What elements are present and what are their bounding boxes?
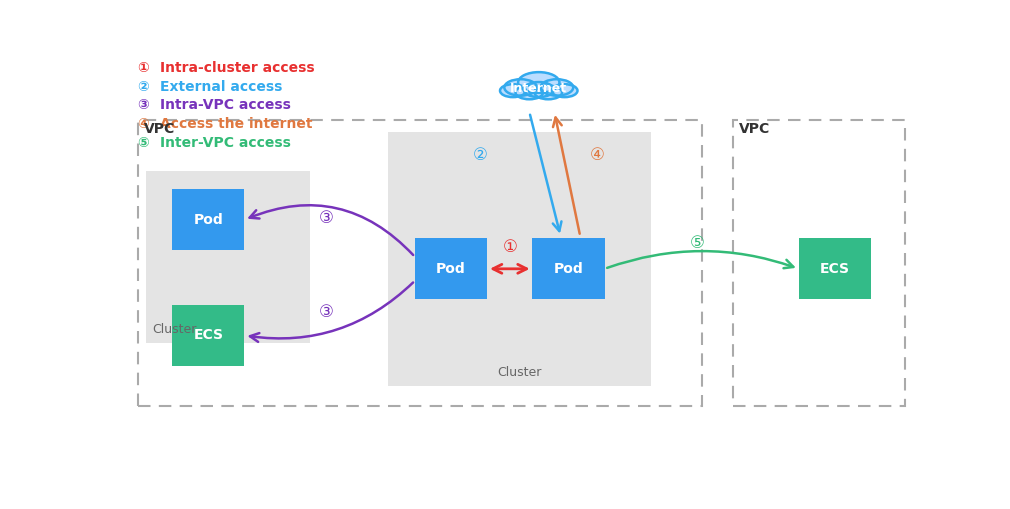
Text: Pod: Pod	[194, 213, 223, 227]
Circle shape	[540, 79, 574, 96]
Circle shape	[534, 86, 562, 99]
Text: ④: ④	[137, 117, 149, 131]
Circle shape	[551, 84, 578, 97]
Bar	[532, 238, 605, 299]
Bar	[389, 132, 650, 386]
Text: External access: External access	[160, 79, 282, 94]
Text: Intra-cluster access: Intra-cluster access	[160, 61, 314, 75]
Text: Internet: Internet	[510, 82, 568, 96]
Text: ①: ①	[502, 238, 517, 256]
Circle shape	[524, 82, 553, 97]
Text: ECS: ECS	[194, 328, 223, 343]
Text: VPC: VPC	[739, 122, 771, 136]
Bar	[799, 238, 871, 299]
Bar	[138, 120, 702, 406]
Text: Inter-VPC access: Inter-VPC access	[160, 136, 291, 150]
Text: ③: ③	[318, 209, 333, 227]
Text: ③: ③	[318, 303, 333, 321]
Circle shape	[500, 84, 526, 97]
Text: VPC: VPC	[144, 122, 176, 136]
Text: Access the internet: Access the internet	[160, 117, 312, 131]
Text: ③: ③	[137, 98, 149, 112]
Text: ④: ④	[590, 146, 605, 164]
Text: Intra-VPC access: Intra-VPC access	[160, 98, 291, 112]
Circle shape	[504, 79, 537, 96]
Bar	[173, 305, 244, 366]
Circle shape	[518, 72, 560, 93]
Text: ②: ②	[473, 146, 488, 164]
Bar	[173, 189, 244, 250]
Text: ⑤: ⑤	[137, 136, 149, 150]
Text: ECS: ECS	[820, 262, 849, 276]
Bar	[145, 171, 310, 343]
Text: Cluster: Cluster	[497, 366, 541, 379]
Text: ②: ②	[137, 79, 149, 94]
Bar	[415, 238, 487, 299]
Text: Cluster: Cluster	[153, 323, 197, 336]
Text: Pod: Pod	[436, 262, 466, 276]
Bar	[733, 120, 905, 406]
Text: ①: ①	[137, 61, 149, 75]
Circle shape	[515, 86, 543, 99]
Text: ⑤: ⑤	[690, 234, 705, 252]
Text: Pod: Pod	[553, 262, 584, 276]
